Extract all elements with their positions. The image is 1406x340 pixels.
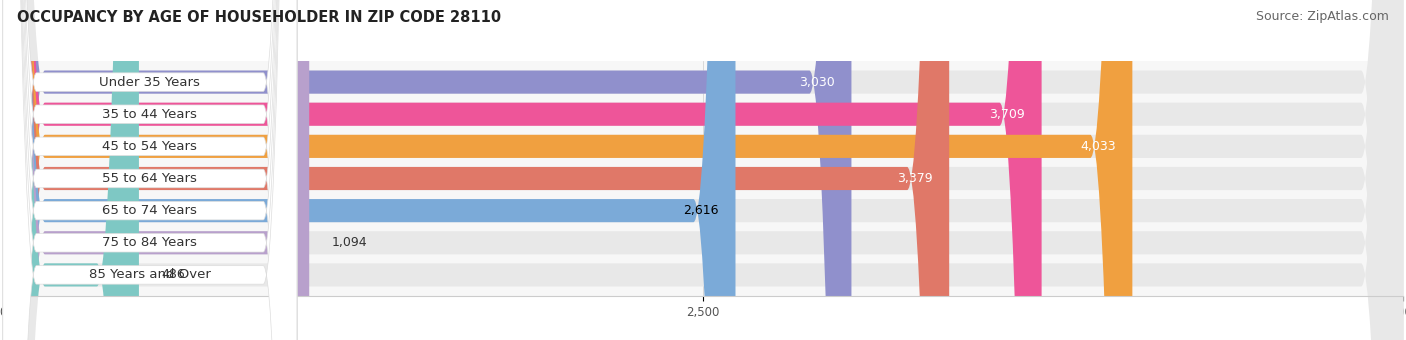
- FancyBboxPatch shape: [3, 0, 1403, 340]
- FancyBboxPatch shape: [3, 0, 1132, 340]
- Text: 85 Years and Over: 85 Years and Over: [89, 268, 211, 282]
- Text: Source: ZipAtlas.com: Source: ZipAtlas.com: [1256, 10, 1389, 23]
- FancyBboxPatch shape: [3, 0, 297, 340]
- Text: 75 to 84 Years: 75 to 84 Years: [103, 236, 197, 249]
- FancyBboxPatch shape: [3, 0, 949, 340]
- FancyBboxPatch shape: [3, 0, 1403, 340]
- FancyBboxPatch shape: [3, 0, 297, 340]
- FancyBboxPatch shape: [3, 0, 1042, 340]
- FancyBboxPatch shape: [3, 0, 139, 340]
- Text: 3,709: 3,709: [988, 108, 1025, 121]
- FancyBboxPatch shape: [3, 0, 852, 340]
- Text: 486: 486: [162, 268, 186, 282]
- FancyBboxPatch shape: [3, 0, 1403, 340]
- Text: OCCUPANCY BY AGE OF HOUSEHOLDER IN ZIP CODE 28110: OCCUPANCY BY AGE OF HOUSEHOLDER IN ZIP C…: [17, 10, 501, 25]
- FancyBboxPatch shape: [3, 0, 1403, 340]
- Text: Under 35 Years: Under 35 Years: [100, 75, 200, 89]
- FancyBboxPatch shape: [3, 0, 297, 340]
- Text: 1,094: 1,094: [332, 236, 367, 249]
- Text: 55 to 64 Years: 55 to 64 Years: [103, 172, 197, 185]
- FancyBboxPatch shape: [3, 0, 297, 340]
- FancyBboxPatch shape: [3, 0, 1403, 340]
- FancyBboxPatch shape: [3, 0, 1403, 340]
- FancyBboxPatch shape: [3, 0, 297, 340]
- FancyBboxPatch shape: [3, 0, 297, 340]
- Text: 4,033: 4,033: [1080, 140, 1115, 153]
- Text: 3,030: 3,030: [799, 75, 835, 89]
- Text: 3,379: 3,379: [897, 172, 932, 185]
- Text: 45 to 54 Years: 45 to 54 Years: [103, 140, 197, 153]
- FancyBboxPatch shape: [3, 0, 1403, 340]
- Text: 65 to 74 Years: 65 to 74 Years: [103, 204, 197, 217]
- Text: 2,616: 2,616: [683, 204, 718, 217]
- FancyBboxPatch shape: [3, 0, 297, 340]
- FancyBboxPatch shape: [3, 0, 735, 340]
- Text: 35 to 44 Years: 35 to 44 Years: [103, 108, 197, 121]
- FancyBboxPatch shape: [3, 0, 309, 340]
